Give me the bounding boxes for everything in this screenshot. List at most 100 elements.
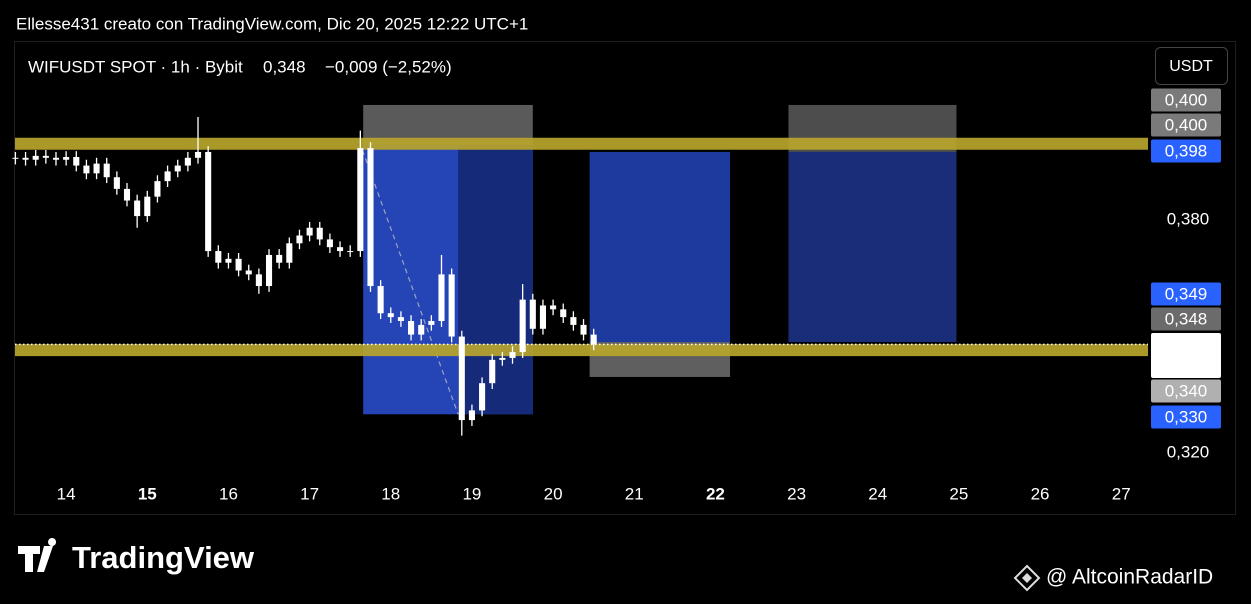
price-label-box	[1151, 282, 1221, 306]
candle-body	[499, 357, 506, 360]
logo-icon	[18, 538, 57, 572]
countdown: 37:54	[1166, 358, 1206, 375]
position-zone	[589, 151, 731, 342]
candle-body	[590, 334, 597, 345]
price-label: 0,400	[1165, 90, 1208, 109]
diamond-core	[1022, 573, 1032, 583]
candle-body	[489, 359, 496, 384]
diamond	[1013, 564, 1041, 592]
candle-body	[377, 286, 384, 314]
x-tick-label: 26	[1031, 484, 1050, 503]
candle-body	[418, 324, 425, 335]
candle-body	[479, 383, 486, 411]
x-tick-label: 16	[219, 484, 238, 503]
candle-body	[12, 157, 19, 159]
currency-button[interactable]	[1155, 47, 1228, 85]
candle-body	[265, 254, 273, 287]
y-tick-label: 0,380	[1167, 209, 1210, 228]
candle-body	[113, 177, 120, 189]
x-tick-label: 14	[57, 484, 76, 503]
last-price-label: 0,348	[1165, 335, 1208, 354]
watermark: TradingView	[72, 540, 255, 575]
candle-body	[539, 305, 546, 329]
candle-body	[276, 254, 283, 263]
candle-body	[387, 313, 394, 318]
candle-body	[134, 200, 141, 217]
candle-body	[164, 171, 171, 182]
candle-body	[154, 181, 161, 197]
candle-body	[448, 274, 455, 337]
candle-body	[428, 321, 435, 325]
candle-body	[326, 239, 333, 248]
candle-body	[22, 157, 29, 160]
candle-body	[93, 163, 100, 174]
position-zone	[788, 151, 957, 342]
candle-body	[438, 274, 445, 322]
candle-body	[194, 151, 202, 158]
candle-body	[123, 188, 131, 201]
candle-body	[52, 157, 60, 160]
candle-body	[255, 274, 262, 287]
x-tick-label: 18	[381, 484, 400, 503]
x-tick-label: 15	[138, 484, 157, 503]
candle-body	[337, 247, 344, 252]
candle-body	[42, 155, 49, 158]
candle-body	[184, 157, 191, 166]
candle-body	[296, 235, 303, 244]
price-label: 0,340	[1165, 381, 1208, 400]
credit: @ AltcoinRadarID	[1046, 566, 1213, 589]
candle-body	[215, 251, 222, 263]
candle-body	[286, 243, 293, 263]
candle-body	[397, 317, 404, 322]
candle-body	[32, 155, 39, 160]
candle-body	[245, 270, 252, 275]
x-tick-label: 23	[787, 484, 806, 503]
price-label-box	[1151, 379, 1221, 403]
x-tick-label: 27	[1112, 484, 1131, 503]
price-label: 0,330	[1165, 407, 1208, 426]
candle-body	[509, 352, 516, 358]
candle-body	[347, 251, 354, 253]
price-label-box	[1151, 139, 1221, 163]
candle-body	[316, 227, 323, 240]
candle-body	[560, 309, 567, 318]
legend-symbol: WIFUSDT SPOT · 1h · Bybit	[28, 57, 243, 76]
candle-body	[103, 163, 110, 178]
candle-body	[408, 321, 415, 335]
candle-body	[306, 227, 313, 236]
candle-body	[357, 148, 364, 252]
price-label-box	[1151, 307, 1221, 331]
price-label-box	[1151, 405, 1221, 429]
candle-body	[580, 324, 587, 335]
candle-body	[367, 148, 374, 287]
y-tick-label: 0,320	[1167, 443, 1210, 462]
x-tick-label: 20	[544, 484, 563, 503]
x-tick-label: 22	[706, 484, 725, 503]
trend-line	[361, 149, 459, 415]
candle-body	[225, 258, 232, 263]
candle-body	[468, 410, 475, 421]
candle-body	[174, 165, 181, 172]
x-tick-label: 24	[868, 484, 887, 503]
candle-body	[235, 258, 242, 271]
x-tick-label: 21	[625, 484, 644, 503]
position-zone	[458, 144, 533, 415]
watermark-logo	[18, 538, 57, 572]
plot	[12, 104, 1148, 436]
currency-label: USDT	[1169, 58, 1213, 75]
price-label: 0,400	[1165, 115, 1208, 134]
candle-body	[83, 165, 90, 174]
candle-body	[529, 299, 536, 329]
header: Ellesse431 creato con TradingView.com, D…	[16, 14, 528, 33]
last-price-box	[1151, 333, 1221, 378]
price-label: 0,398	[1165, 141, 1208, 160]
price-label-box	[1151, 113, 1221, 137]
price-label-box	[1151, 88, 1221, 112]
price-label: 0,349	[1165, 284, 1208, 303]
legend-close: 0,348	[263, 57, 306, 76]
candle-body	[205, 151, 212, 252]
x-tick-label: 19	[462, 484, 481, 503]
candle-body	[73, 157, 80, 166]
candle-body	[550, 305, 557, 310]
